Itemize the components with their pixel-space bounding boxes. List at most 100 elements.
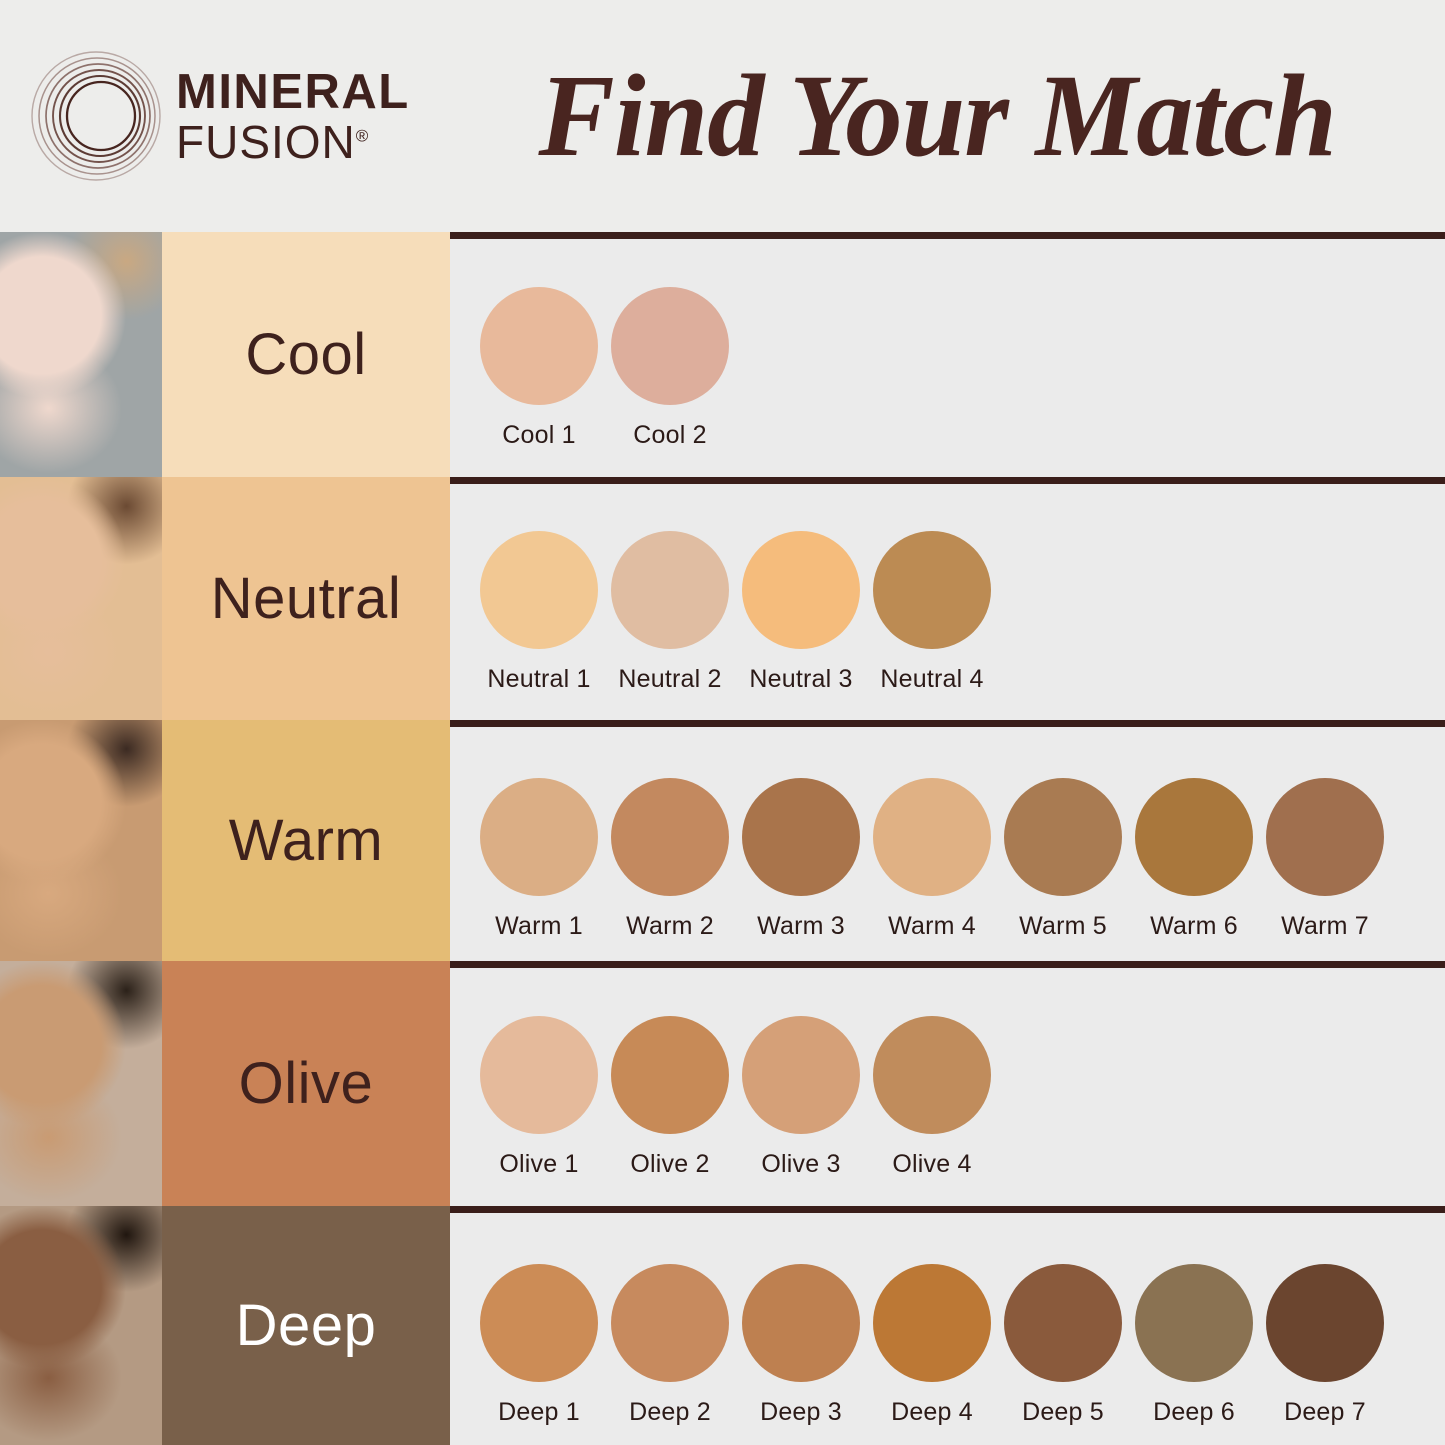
shade-color-dot[interactable] [480,531,598,650]
shade-color-dot[interactable] [1135,1264,1253,1383]
shade-name: Warm 7 [1281,912,1369,941]
shade-name: Olive 3 [761,1149,841,1178]
shade-row-warm: Warm Warm 1 Warm 2 Warm 3 Warm 4 Warm 5 Warm 6… [0,720,1445,961]
swatch-panel-neutral: Neutral 1 Neutral 2 Neutral 3 Neutral 4 [450,477,1445,720]
shade-swatch[interactable]: Olive 1 [480,1015,598,1179]
shade-swatch[interactable]: Warm 7 [1266,778,1384,941]
shade-color-dot[interactable] [1135,778,1253,897]
shade-color-dot[interactable] [873,1264,991,1383]
swatch-strip: Neutral 1 Neutral 2 Neutral 3 Neutral 4 [480,484,1445,720]
swatch-strip: Olive 1 Olive 2 Olive 3 Olive 4 [480,968,1445,1206]
shade-swatch[interactable]: Warm 2 [611,778,729,941]
shade-color-dot[interactable] [1004,778,1122,897]
swatch-panel-warm: Warm 1 Warm 2 Warm 3 Warm 4 Warm 5 Warm 6 Warm… [450,720,1445,961]
shade-swatch[interactable]: Olive 4 [873,1015,991,1179]
shade-swatch[interactable]: Neutral 3 [742,531,860,694]
shade-swatch[interactable]: Deep 7 [1266,1264,1384,1427]
model-portrait-image [0,477,162,720]
shade-swatch[interactable]: Warm 6 [1135,778,1253,941]
shade-name: Deep 6 [1153,1398,1235,1427]
shade-name: Neutral 1 [487,665,591,694]
shade-color-dot[interactable] [611,1015,729,1134]
swatch-strip: Warm 1 Warm 2 Warm 3 Warm 4 Warm 5 Warm 6 Warm… [480,727,1445,961]
brand-name-primary: MINERAL [176,64,410,119]
shade-swatch[interactable]: Cool 1 [480,286,598,450]
shade-swatch[interactable]: Cool 2 [611,286,729,450]
shade-color-dot[interactable] [742,778,860,897]
shade-color-dot[interactable] [1266,778,1384,897]
undertone-label-cell-olive[interactable]: Olive [162,961,450,1206]
shade-name: Deep 1 [498,1398,580,1427]
shade-swatch[interactable]: Deep 2 [611,1264,729,1427]
shade-color-dot[interactable] [611,778,729,897]
shade-swatch[interactable]: Deep 6 [1135,1264,1253,1427]
shade-color-dot[interactable] [480,286,598,405]
swatch-strip: Cool 1 Cool 2 [480,239,1445,477]
undertone-label-cell-warm[interactable]: Warm [162,720,450,961]
shade-row-olive: Olive Olive 1 Olive 2 Olive 3 Olive 4 [0,961,1445,1206]
shade-swatch[interactable]: Deep 1 [480,1264,598,1427]
model-photo-cool [0,232,162,477]
undertone-label-cell-cool[interactable]: Cool [162,232,450,477]
model-portrait-image [0,961,162,1206]
shade-swatch[interactable]: Neutral 4 [873,531,991,694]
shade-swatch[interactable]: Olive 2 [611,1015,729,1179]
undertone-label: Neutral [210,566,402,631]
undertone-label: Cool [245,322,367,387]
model-photo-deep [0,1206,162,1445]
shade-color-dot[interactable] [873,1015,991,1134]
shade-swatch[interactable]: Neutral 2 [611,531,729,694]
shade-name: Warm 1 [495,912,583,941]
shade-name: Olive 2 [630,1149,710,1178]
undertone-label-cell-deep[interactable]: Deep [162,1206,450,1445]
shade-name: Deep 7 [1284,1398,1366,1427]
shade-name: Deep 3 [760,1398,842,1427]
shade-name: Neutral 4 [880,665,984,694]
shade-color-dot[interactable] [1004,1264,1122,1383]
shade-color-dot[interactable] [480,1264,598,1383]
model-photo-olive [0,961,162,1206]
shade-color-dot[interactable] [742,531,860,650]
shade-row-deep: Deep Deep 1 Deep 2 Deep 3 Deep 4 Deep 5 Deep 6… [0,1206,1445,1445]
brand-wordmark: MINERAL FUSION® [176,64,410,165]
shade-color-dot[interactable] [1266,1264,1384,1383]
shade-swatch[interactable]: Neutral 1 [480,531,598,694]
model-portrait-image [0,232,162,477]
shade-name: Neutral 3 [749,665,853,694]
shade-color-dot[interactable] [611,1264,729,1383]
undertone-label-cell-neutral[interactable]: Neutral [162,477,450,720]
shade-color-dot[interactable] [611,286,729,405]
shade-swatch[interactable]: Olive 3 [742,1015,860,1179]
shade-name: Deep 5 [1022,1398,1104,1427]
shade-swatch[interactable]: Deep 4 [873,1264,991,1427]
brand-lockup: MINERAL FUSION® [0,0,450,232]
model-photo-neutral [0,477,162,720]
shade-name: Olive 1 [499,1149,579,1178]
shade-color-dot[interactable] [742,1015,860,1134]
concentric-circles-logo-icon [30,50,162,182]
undertone-label: Deep [235,1293,377,1358]
shade-name: Deep 4 [891,1398,973,1427]
shade-color-dot[interactable] [873,778,991,897]
shade-color-dot[interactable] [611,531,729,650]
shade-color-dot[interactable] [480,778,598,897]
shade-swatch[interactable]: Warm 4 [873,778,991,941]
shade-name: Deep 2 [629,1398,711,1427]
shade-swatch[interactable]: Warm 1 [480,778,598,941]
swatch-strip: Deep 1 Deep 2 Deep 3 Deep 4 Deep 5 Deep 6 Deep… [480,1213,1445,1445]
shade-name: Warm 2 [626,912,714,941]
shade-name: Neutral 2 [618,665,722,694]
swatch-panel-cool: Cool 1 Cool 2 [450,232,1445,477]
shade-color-dot[interactable] [480,1015,598,1134]
model-portrait-image [0,720,162,961]
shade-swatch[interactable]: Deep 3 [742,1264,860,1427]
page-title: Find Your Match [538,50,1338,181]
shade-swatch[interactable]: Deep 5 [1004,1264,1122,1427]
shade-color-dot[interactable] [873,531,991,650]
shade-swatch[interactable]: Warm 3 [742,778,860,941]
shade-swatch[interactable]: Warm 5 [1004,778,1122,941]
shade-row-cool: Cool Cool 1 Cool 2 [0,232,1445,477]
page-header: MINERAL FUSION® Find Your Match [0,0,1445,232]
shade-color-dot[interactable] [742,1264,860,1383]
shade-name: Warm 3 [757,912,845,941]
